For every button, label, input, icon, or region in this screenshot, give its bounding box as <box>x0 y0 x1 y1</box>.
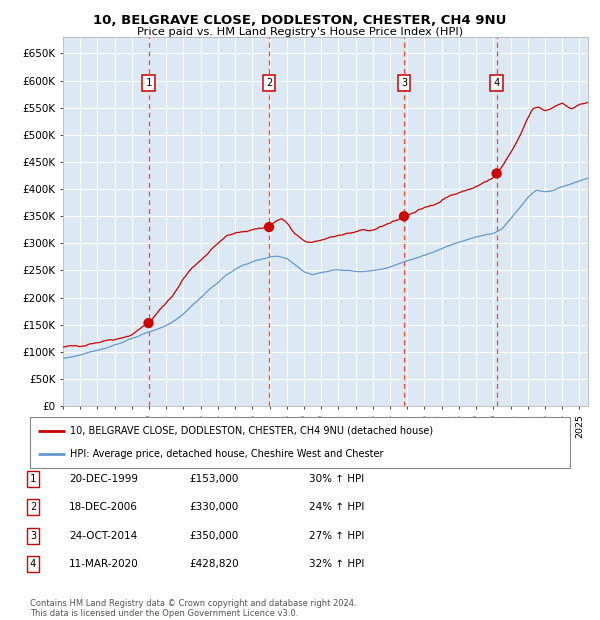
Text: 24% ↑ HPI: 24% ↑ HPI <box>309 502 364 512</box>
Point <box>144 318 154 328</box>
Text: £350,000: £350,000 <box>189 531 238 541</box>
Text: 1: 1 <box>30 474 36 484</box>
Text: 18-DEC-2006: 18-DEC-2006 <box>69 502 138 512</box>
Text: 11-MAR-2020: 11-MAR-2020 <box>69 559 139 569</box>
Text: 4: 4 <box>30 559 36 569</box>
Text: £428,820: £428,820 <box>189 559 239 569</box>
Text: 24-OCT-2014: 24-OCT-2014 <box>69 531 137 541</box>
Text: Price paid vs. HM Land Registry's House Price Index (HPI): Price paid vs. HM Land Registry's House … <box>137 27 463 37</box>
FancyBboxPatch shape <box>30 417 570 468</box>
Point <box>264 222 274 232</box>
Text: 2: 2 <box>30 502 36 512</box>
Text: 27% ↑ HPI: 27% ↑ HPI <box>309 531 364 541</box>
Text: 10, BELGRAVE CLOSE, DODLESTON, CHESTER, CH4 9NU: 10, BELGRAVE CLOSE, DODLESTON, CHESTER, … <box>94 14 506 27</box>
Point <box>492 169 502 179</box>
Text: 20-DEC-1999: 20-DEC-1999 <box>69 474 138 484</box>
Text: 3: 3 <box>30 531 36 541</box>
Text: £153,000: £153,000 <box>189 474 238 484</box>
Text: 2: 2 <box>266 78 272 88</box>
Text: 1: 1 <box>145 78 152 88</box>
Text: 10, BELGRAVE CLOSE, DODLESTON, CHESTER, CH4 9NU (detached house): 10, BELGRAVE CLOSE, DODLESTON, CHESTER, … <box>71 426 434 436</box>
Text: 32% ↑ HPI: 32% ↑ HPI <box>309 559 364 569</box>
Text: £330,000: £330,000 <box>189 502 238 512</box>
Text: Contains HM Land Registry data © Crown copyright and database right 2024.
This d: Contains HM Land Registry data © Crown c… <box>30 599 356 618</box>
Point <box>399 211 409 221</box>
Text: 4: 4 <box>493 78 500 88</box>
Text: HPI: Average price, detached house, Cheshire West and Chester: HPI: Average price, detached house, Ches… <box>71 450 384 459</box>
Text: 30% ↑ HPI: 30% ↑ HPI <box>309 474 364 484</box>
Text: 3: 3 <box>401 78 407 88</box>
